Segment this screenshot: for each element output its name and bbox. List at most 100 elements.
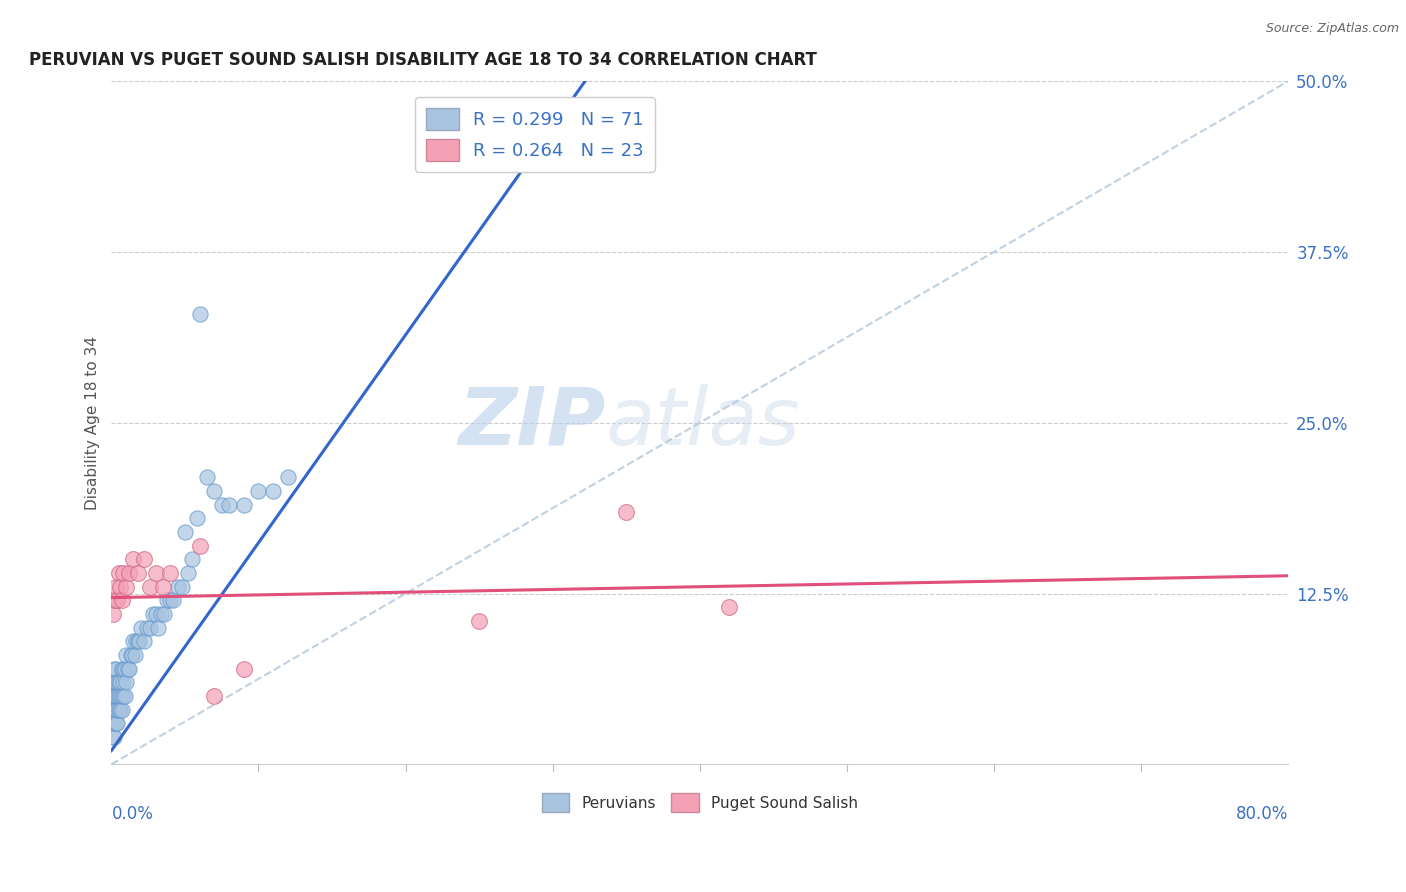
Point xyxy=(247,484,270,499)
Point xyxy=(114,689,136,703)
Point xyxy=(135,621,157,635)
Point xyxy=(188,539,211,553)
Point xyxy=(232,498,254,512)
Point xyxy=(145,607,167,621)
Point xyxy=(112,662,135,676)
Point xyxy=(101,607,124,621)
Point xyxy=(111,662,134,676)
Point xyxy=(117,662,139,676)
Point xyxy=(142,607,165,621)
Point xyxy=(159,566,181,580)
Point xyxy=(718,600,741,615)
Text: ZIP: ZIP xyxy=(458,384,606,462)
Point xyxy=(101,703,124,717)
Point xyxy=(104,580,127,594)
Point xyxy=(111,593,134,607)
Point xyxy=(186,511,208,525)
Point xyxy=(103,675,125,690)
Point xyxy=(127,566,149,580)
Point xyxy=(104,716,127,731)
Y-axis label: Disability Age 18 to 34: Disability Age 18 to 34 xyxy=(86,335,100,510)
Point xyxy=(110,675,132,690)
Point xyxy=(111,689,134,703)
Point xyxy=(112,566,135,580)
Point xyxy=(103,730,125,744)
Point xyxy=(101,689,124,703)
Point xyxy=(138,580,160,594)
Point xyxy=(129,621,152,635)
Point xyxy=(118,566,141,580)
Point xyxy=(138,621,160,635)
Point xyxy=(105,716,128,731)
Point xyxy=(120,648,142,662)
Point xyxy=(156,593,179,607)
Point xyxy=(104,662,127,676)
Point xyxy=(104,703,127,717)
Point xyxy=(132,552,155,566)
Point xyxy=(105,593,128,607)
Point xyxy=(103,703,125,717)
Point xyxy=(122,634,145,648)
Point xyxy=(101,730,124,744)
Point xyxy=(110,689,132,703)
Point xyxy=(153,607,176,621)
Point xyxy=(110,703,132,717)
Point xyxy=(150,607,173,621)
Point xyxy=(277,470,299,484)
Point xyxy=(114,662,136,676)
Point xyxy=(181,552,204,566)
Point xyxy=(115,580,138,594)
Point xyxy=(110,580,132,594)
Point xyxy=(145,566,167,580)
Point xyxy=(107,689,129,703)
Point xyxy=(101,716,124,731)
Point xyxy=(103,662,125,676)
Point xyxy=(107,703,129,717)
Point xyxy=(468,614,491,628)
Text: atlas: atlas xyxy=(606,384,800,462)
Point xyxy=(107,675,129,690)
Point xyxy=(105,703,128,717)
Point xyxy=(103,689,125,703)
Point xyxy=(125,634,148,648)
Point xyxy=(177,566,200,580)
Point xyxy=(115,675,138,690)
Point xyxy=(614,505,637,519)
Point xyxy=(148,621,170,635)
Point xyxy=(121,648,143,662)
Point xyxy=(170,580,193,594)
Point xyxy=(107,566,129,580)
Point xyxy=(127,634,149,648)
Point xyxy=(118,662,141,676)
Point xyxy=(159,593,181,607)
Point xyxy=(112,689,135,703)
Point xyxy=(211,498,233,512)
Point xyxy=(174,524,197,539)
Point xyxy=(132,634,155,648)
Point xyxy=(115,648,138,662)
Point xyxy=(195,470,218,484)
Text: 0.0%: 0.0% xyxy=(111,805,153,823)
Point xyxy=(103,716,125,731)
Text: Source: ZipAtlas.com: Source: ZipAtlas.com xyxy=(1265,22,1399,36)
Point xyxy=(162,593,184,607)
Point xyxy=(104,675,127,690)
Point xyxy=(202,484,225,499)
Text: 80.0%: 80.0% xyxy=(1236,805,1288,823)
Point xyxy=(105,689,128,703)
Point xyxy=(105,675,128,690)
Point xyxy=(166,580,188,594)
Point xyxy=(103,593,125,607)
Point xyxy=(202,689,225,703)
Point xyxy=(188,307,211,321)
Point xyxy=(111,703,134,717)
Point xyxy=(104,689,127,703)
Point xyxy=(112,675,135,690)
Point xyxy=(122,552,145,566)
Point xyxy=(262,484,284,499)
Point xyxy=(128,634,150,648)
Point xyxy=(218,498,240,512)
Point xyxy=(232,662,254,676)
Text: PERUVIAN VS PUGET SOUND SALISH DISABILITY AGE 18 TO 34 CORRELATION CHART: PERUVIAN VS PUGET SOUND SALISH DISABILIT… xyxy=(30,51,817,69)
Legend: Peruvians, Puget Sound Salish: Peruvians, Puget Sound Salish xyxy=(536,788,863,818)
